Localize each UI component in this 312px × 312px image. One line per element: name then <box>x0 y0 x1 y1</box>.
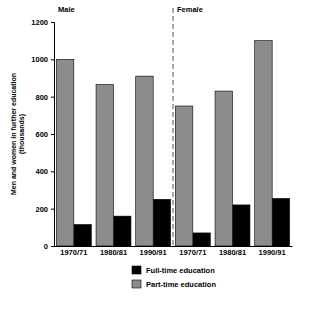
y-axis-line <box>51 23 55 247</box>
y-tick-label: 1200 <box>31 18 48 27</box>
bar <box>114 216 131 246</box>
bar <box>153 199 170 246</box>
bar <box>272 198 289 246</box>
bar <box>233 205 250 246</box>
x-tick-label: 1990/91 <box>140 248 167 257</box>
y-tick: 0 <box>44 242 54 251</box>
y-tick: 400 <box>35 167 54 176</box>
y-tick-mark <box>51 134 54 135</box>
y-tick-mark <box>51 59 54 60</box>
y-axis-title-line: (thousands) <box>18 114 26 154</box>
y-tick: 600 <box>35 130 54 139</box>
y-axis-title: Men and women in further education(thous… <box>10 73 26 195</box>
panel-label: Female <box>177 5 203 14</box>
bars <box>56 41 289 246</box>
legend-item: Full-time education <box>132 266 215 275</box>
y-axis-title-line: Men and women in further education <box>10 73 17 195</box>
y-axis: 0 200 400 600 800 1000 1200 <box>31 18 54 251</box>
y-tick-label: 800 <box>35 93 48 102</box>
y-tick-mark <box>51 246 54 247</box>
y-tick-label: 200 <box>35 205 48 214</box>
bar <box>56 59 73 246</box>
y-tick-label: 600 <box>35 130 48 139</box>
x-tick: 1980/81 <box>100 248 127 257</box>
y-tick: 1200 <box>31 18 54 27</box>
y-tick: 800 <box>35 93 54 102</box>
x-tick-label: 1970/71 <box>60 248 87 257</box>
y-tick-label: 0 <box>44 242 48 251</box>
y-tick-mark <box>51 97 54 98</box>
legend-label: Part-time education <box>146 280 216 289</box>
y-tick-mark <box>51 171 54 172</box>
x-tick-label: 1970/71 <box>179 248 206 257</box>
legend-swatch <box>132 280 141 288</box>
x-tick: 1980/81 <box>219 248 246 257</box>
y-tick-label: 1000 <box>31 55 48 64</box>
y-tick-mark <box>51 22 54 23</box>
panel-label: Male <box>58 5 75 14</box>
bar <box>175 106 192 246</box>
x-axis: 1970/71 1980/81 1990/91 1970/71 1980/81 1990/… <box>55 247 293 258</box>
legend-label: Full-time education <box>146 266 215 275</box>
bar <box>74 225 91 246</box>
bar <box>193 233 210 246</box>
x-tick-label: 1980/81 <box>100 248 127 257</box>
x-tick: 1970/71 <box>60 248 87 257</box>
y-tick-label: 400 <box>35 167 48 176</box>
x-tick-label: 1980/81 <box>219 248 246 257</box>
bar <box>136 76 153 246</box>
bar <box>215 91 232 246</box>
bar <box>96 85 113 246</box>
legend-item: Part-time education <box>132 280 216 289</box>
panel-divider <box>173 8 174 246</box>
y-tick-mark <box>51 209 54 210</box>
plot: 0 200 400 600 800 1000 1200 1970/71 1980/81 1990/… <box>31 5 292 257</box>
x-tick: 1990/91 <box>259 248 286 257</box>
legend: Full-time education Part-time education <box>132 266 216 289</box>
legend-swatch <box>132 266 141 274</box>
x-tick: 1970/71 <box>179 248 206 257</box>
x-tick: 1990/91 <box>140 248 167 257</box>
y-tick: 1000 <box>31 55 54 64</box>
x-axis-line <box>55 246 293 247</box>
x-tick-label: 1990/91 <box>259 248 286 257</box>
bar <box>255 41 272 246</box>
y-tick: 200 <box>35 205 54 214</box>
chart: 0 200 400 600 800 1000 1200 1970/71 1980/81 1990/… <box>0 0 312 312</box>
